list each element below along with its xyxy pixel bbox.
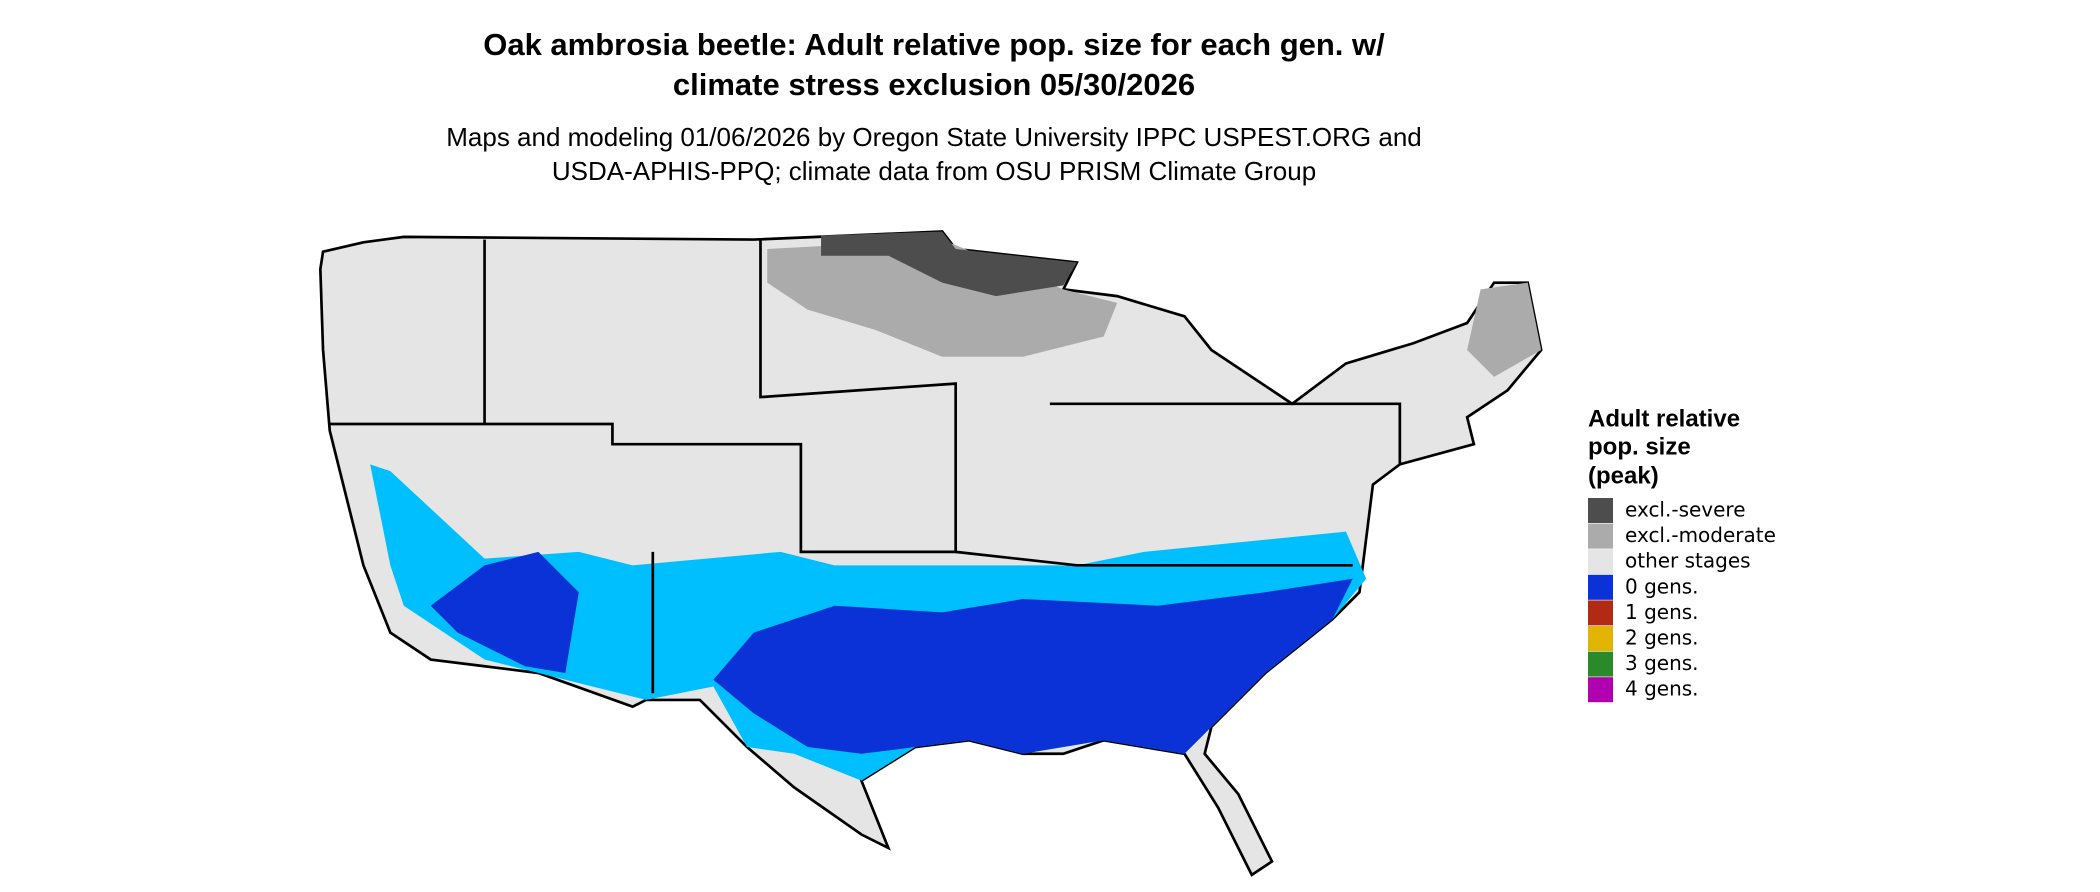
range-zone-core	[713, 578, 1353, 754]
subtitle-line: Maps and modeling 01/06/2026 by Oregon S…	[446, 122, 1422, 152]
subtitle-line: USDA-APHIS-PPQ; climate data from OSU PR…	[552, 156, 1316, 186]
legend-swatch	[1588, 600, 1613, 626]
title-line: Oak ambrosia beetle: Adult relative pop.…	[483, 27, 1385, 62]
legend-label: excl.-moderate	[1625, 523, 1776, 547]
moderate-zone	[1467, 282, 1542, 377]
legend-label: 1 gens.	[1625, 600, 1699, 624]
legend-swatch	[1588, 626, 1613, 651]
legend-swatch	[1588, 549, 1613, 575]
legend-label: excl.-severe	[1625, 498, 1746, 522]
severe-zone	[821, 231, 1077, 297]
legend-swatch	[1588, 523, 1613, 549]
legend-label: 2 gens.	[1625, 626, 1699, 650]
range-zone-core	[430, 551, 579, 673]
legend-label: 0 gens.	[1625, 574, 1699, 598]
state-borders	[955, 550, 1353, 567]
legend: Adult relative pop. size (peak) excl.-se…	[1588, 405, 1776, 703]
legend-swatch	[1588, 651, 1613, 677]
legend-swatch	[1588, 574, 1613, 600]
moderate-zone	[767, 239, 1118, 357]
legend-title: Adult relative	[1588, 405, 1740, 432]
legend-title: (peak)	[1588, 462, 1659, 489]
legend-title: pop. size	[1588, 433, 1691, 460]
state-borders	[1049, 402, 1402, 465]
legend-label: 3 gens.	[1625, 651, 1699, 675]
legend-label: 4 gens.	[1625, 677, 1699, 701]
title-line: climate stress exclusion 05/30/2026	[673, 67, 1195, 102]
legend-swatch	[1588, 677, 1613, 703]
legend-label: other stages	[1625, 549, 1751, 573]
us-map	[318, 230, 1543, 877]
state-borders	[329, 239, 958, 554]
legend-swatch	[1588, 498, 1613, 523]
